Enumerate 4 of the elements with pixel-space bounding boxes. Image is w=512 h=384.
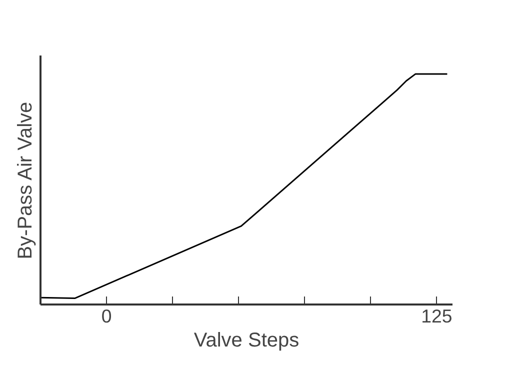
x-tick-label: 0 — [101, 306, 112, 326]
x-tick-label: 125 — [421, 306, 452, 326]
x-axis-title: Valve Steps — [194, 330, 300, 352]
y-axis-title: By-Pass Air Valve — [14, 102, 36, 260]
